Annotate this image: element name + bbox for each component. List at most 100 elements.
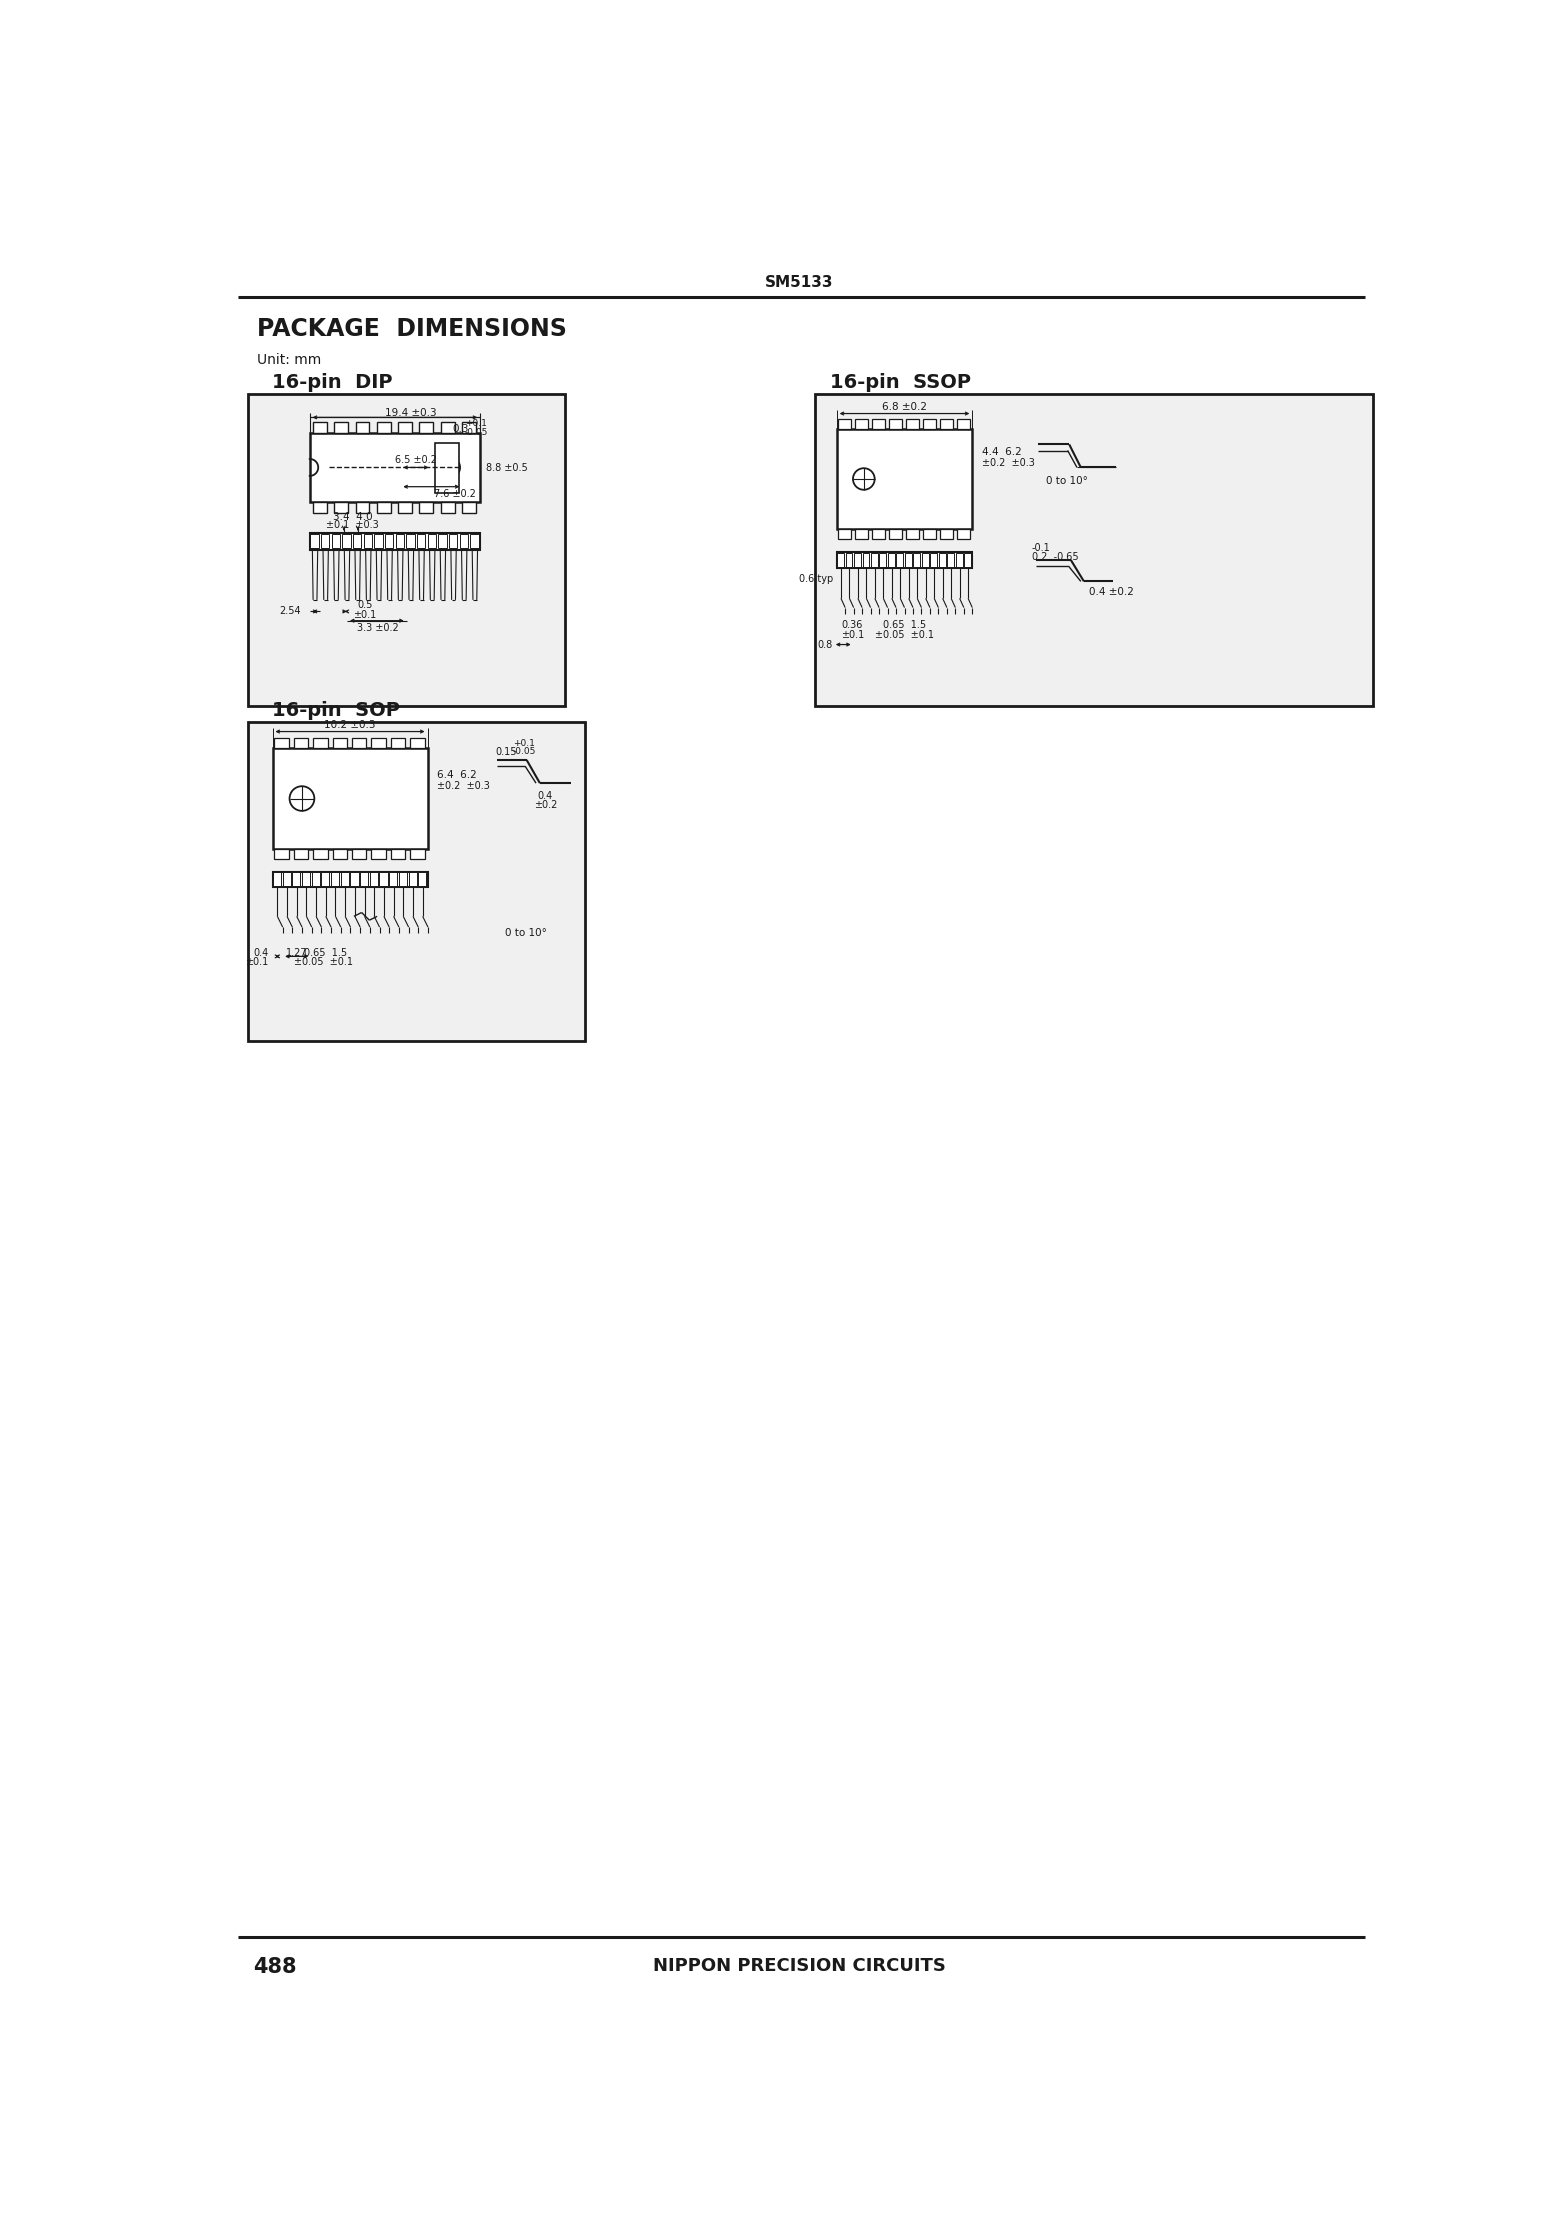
Bar: [332, 848, 346, 860]
Bar: [314, 739, 328, 748]
Bar: [374, 534, 382, 548]
Bar: [462, 501, 476, 512]
Text: ±0.2: ±0.2: [534, 799, 557, 811]
Bar: [889, 419, 902, 430]
Bar: [427, 534, 437, 548]
Bar: [398, 501, 412, 512]
Text: 0 to 10°: 0 to 10°: [505, 929, 548, 938]
Text: 6.5 ±0.2: 6.5 ±0.2: [395, 454, 437, 465]
Bar: [853, 552, 861, 566]
Bar: [460, 534, 468, 548]
Bar: [417, 534, 426, 548]
Text: ±0.1: ±0.1: [245, 958, 268, 967]
Bar: [275, 848, 289, 860]
Bar: [351, 873, 359, 886]
Bar: [958, 530, 970, 539]
Bar: [378, 421, 390, 432]
Bar: [273, 748, 427, 848]
Text: ±0.1: ±0.1: [841, 630, 864, 639]
Text: 0.65  1.5: 0.65 1.5: [883, 621, 927, 630]
Bar: [334, 501, 348, 512]
Text: 6.8 ±0.2: 6.8 ±0.2: [881, 403, 927, 412]
Bar: [353, 848, 367, 860]
Bar: [321, 534, 329, 548]
Bar: [420, 501, 434, 512]
Bar: [922, 552, 928, 566]
Bar: [420, 421, 434, 432]
Bar: [385, 534, 393, 548]
Text: -0.05: -0.05: [513, 746, 537, 757]
Text: +0.1: +0.1: [465, 419, 487, 428]
Bar: [292, 873, 301, 886]
Text: 7.6 ±0.2: 7.6 ±0.2: [434, 490, 476, 499]
Text: 8.8 ±0.5: 8.8 ±0.5: [485, 463, 527, 472]
Bar: [924, 530, 936, 539]
Text: ±0.1  ±0.3: ±0.1 ±0.3: [326, 521, 379, 530]
Bar: [353, 534, 362, 548]
Text: 0.4: 0.4: [538, 791, 552, 802]
Bar: [880, 552, 886, 566]
Bar: [321, 873, 329, 886]
Bar: [939, 552, 945, 566]
Bar: [838, 530, 852, 539]
Bar: [441, 501, 454, 512]
Bar: [462, 421, 476, 432]
Text: ±0.05  ±0.1: ±0.05 ±0.1: [295, 958, 354, 967]
Text: 0 to 10°: 0 to 10°: [1045, 477, 1087, 485]
Bar: [303, 873, 310, 886]
Bar: [312, 873, 320, 886]
Bar: [273, 873, 281, 886]
Bar: [913, 552, 920, 566]
Text: Unit: mm: Unit: mm: [257, 354, 321, 367]
Bar: [863, 552, 869, 566]
Bar: [905, 552, 913, 566]
Bar: [356, 421, 370, 432]
Bar: [964, 552, 972, 566]
Bar: [343, 534, 351, 548]
Text: +0.1: +0.1: [513, 739, 535, 748]
Bar: [370, 873, 378, 886]
Bar: [332, 534, 340, 548]
Text: 16-pin  SSOP: 16-pin SSOP: [830, 374, 972, 392]
Text: -0.1: -0.1: [1033, 543, 1051, 552]
Bar: [930, 552, 938, 566]
Text: ±0.2  ±0.3: ±0.2 ±0.3: [437, 782, 490, 791]
Bar: [836, 430, 972, 530]
Bar: [353, 739, 367, 748]
Text: 6.4  6.2: 6.4 6.2: [437, 771, 476, 779]
Text: 488: 488: [253, 1958, 296, 1978]
Text: NIPPON PRECISION CIRCUITS: NIPPON PRECISION CIRCUITS: [654, 1958, 945, 1975]
Bar: [470, 534, 479, 548]
Bar: [838, 552, 844, 566]
Bar: [310, 432, 480, 501]
Bar: [314, 501, 326, 512]
Bar: [941, 419, 953, 430]
Text: 1.27: 1.27: [285, 946, 307, 958]
Bar: [947, 552, 955, 566]
Text: PACKAGE  DIMENSIONS: PACKAGE DIMENSIONS: [257, 316, 566, 341]
Bar: [410, 739, 424, 748]
Bar: [814, 394, 1373, 706]
Bar: [390, 848, 406, 860]
Bar: [275, 739, 289, 748]
Bar: [314, 848, 328, 860]
Text: 0.4 ±0.2: 0.4 ±0.2: [1089, 588, 1134, 597]
Bar: [293, 739, 309, 748]
Text: 3.4  4.0: 3.4 4.0: [332, 512, 373, 523]
Text: 10.2 ±0.3: 10.2 ±0.3: [324, 719, 376, 730]
Bar: [396, 534, 404, 548]
Bar: [310, 532, 480, 550]
Bar: [441, 421, 454, 432]
Bar: [331, 873, 339, 886]
Bar: [340, 873, 349, 886]
Bar: [449, 534, 457, 548]
Bar: [388, 873, 398, 886]
Bar: [363, 534, 373, 548]
Bar: [409, 873, 417, 886]
Bar: [399, 873, 407, 886]
Bar: [378, 501, 390, 512]
Bar: [438, 534, 446, 548]
Bar: [314, 421, 326, 432]
Bar: [872, 419, 885, 430]
Bar: [334, 421, 348, 432]
